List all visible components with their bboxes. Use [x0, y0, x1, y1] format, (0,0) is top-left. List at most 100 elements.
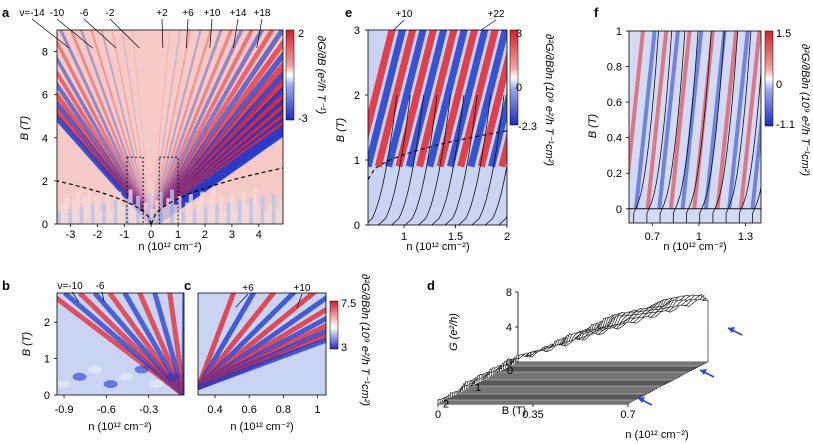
noise-cell: [245, 206, 250, 224]
x-axis-label: n (10¹² cm⁻²): [138, 241, 201, 253]
colorbar: [509, 29, 519, 126]
model-line: [368, 94, 398, 223]
fan-line: [131, 30, 152, 224]
x-tick-label: 1: [175, 229, 181, 241]
y-tick-label: 6: [42, 90, 48, 102]
plot-frame: [197, 292, 327, 396]
colorbar-label: ∂²G/∂B∂n (10⁹ e²/h T⁻¹cm²): [799, 44, 811, 176]
filling-factor-label: +14: [230, 8, 247, 19]
label-connector: [56, 18, 93, 49]
y-axis-label: B (T): [335, 117, 347, 142]
model-line: [404, 94, 438, 225]
model-line: [378, 94, 411, 225]
noise-cell: [230, 193, 235, 224]
model-line: [418, 94, 451, 225]
noise-cell: [215, 204, 220, 224]
x-axis-label: n (10¹² cm⁻²): [663, 241, 726, 253]
label-connector: [186, 18, 189, 49]
noise-cell: [181, 211, 186, 224]
model-line: [738, 68, 761, 223]
model-line: [672, 31, 699, 223]
fan-line: [148, 124, 283, 224]
noise-cell: [117, 191, 122, 224]
y-axis-label: B (T): [587, 113, 599, 138]
colorbar: [329, 300, 339, 350]
colorbar-min: 3: [341, 342, 347, 354]
noise-cell: [211, 189, 216, 224]
fan-line: [446, 30, 489, 168]
plot-frame: [628, 30, 762, 224]
fan-line: [750, 108, 761, 209]
noise-blob: [57, 380, 72, 389]
model-line: [699, 31, 725, 223]
colorbar-max: 7.5: [341, 298, 356, 310]
noise-cell: [218, 195, 223, 224]
arrow-head: [700, 369, 707, 375]
x-tick-label: 0: [148, 229, 154, 241]
model-line: [431, 94, 465, 225]
noise-blob: [134, 365, 149, 374]
noise-cell: [170, 189, 174, 224]
model-line: [752, 185, 761, 223]
fan-line: [657, 31, 680, 209]
noise-cell: [139, 211, 144, 224]
noise-cell: [256, 204, 261, 224]
noise-cell: [241, 191, 246, 224]
fan-line: [111, 30, 152, 224]
x-ticks: -3 -2 -1 0 1 2 3 4: [66, 224, 262, 241]
fan-line: [150, 30, 181, 224]
colorbar-max: 1.5: [776, 28, 791, 40]
z-tick-label: 4: [506, 322, 512, 334]
fan-line: [680, 31, 704, 209]
fan-line: [100, 30, 153, 224]
x-tick-label: 0.4: [207, 404, 222, 416]
x-tick-label: 0.7: [645, 231, 660, 243]
b-tick-label: 0: [507, 365, 513, 377]
landau-fan: [57, 30, 283, 224]
model-line: [659, 31, 686, 223]
colorbar: [764, 30, 774, 127]
filling-factor-label: +22: [488, 9, 505, 20]
noise-blob: [165, 372, 180, 381]
fan-line: [57, 113, 154, 224]
arrow-head: [728, 327, 735, 333]
label-connector: [232, 18, 239, 49]
filling-factor-labels: +10 +22: [393, 9, 505, 31]
filling-factor-label: ν=-10: [57, 281, 83, 292]
x-tick-label: 1.3: [738, 231, 753, 243]
fan-line: [668, 31, 692, 209]
b-ticks: 0 1 2: [443, 365, 513, 411]
label-connector: [31, 18, 70, 49]
landau-fan: [629, 31, 761, 209]
noise-cell: [249, 198, 254, 224]
colorbar-label: ∂²G/∂B∂n (10⁹ e²/h T⁻¹cm²): [543, 34, 555, 166]
noise-cell: [79, 206, 84, 224]
filling-factor-label: +10: [396, 9, 413, 20]
zoom-box: [126, 156, 144, 225]
noise-cell: [267, 202, 272, 224]
noise-blob: [72, 372, 87, 381]
fan-line: [150, 30, 171, 224]
filling-factor-label: +6: [182, 8, 194, 19]
fan-line: [692, 31, 715, 209]
y-axis-label: B (T): [21, 331, 33, 356]
filling-factor-label: ν=-14: [19, 8, 45, 19]
x-tick-label: 1: [401, 231, 407, 243]
noise-cell: [132, 204, 137, 224]
y-tick-label: 0.2: [607, 168, 622, 180]
fan-line: [405, 30, 448, 168]
panel-e-heatmap: [368, 30, 507, 225]
fan-line: [198, 293, 257, 389]
noise-blob: [150, 380, 165, 389]
colorbar-max: 3: [516, 28, 522, 40]
panel-a-heatmap: [57, 30, 283, 224]
model-line: [646, 31, 673, 223]
fan-line: [69, 30, 153, 224]
noise-cell: [64, 193, 69, 224]
noise-cell: [158, 191, 163, 224]
label-connector: [235, 293, 249, 308]
fan-line: [715, 31, 739, 209]
x-ticks: 0.4 0.6 0.8 1: [207, 395, 321, 416]
filling-factor-label: +6: [242, 283, 254, 294]
